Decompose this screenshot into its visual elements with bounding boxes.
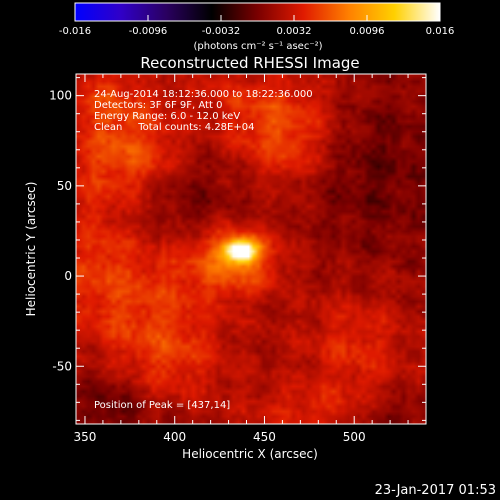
footer-timestamp: 23-Jan-2017 01:53 (375, 483, 496, 498)
annotation-block: 24-Aug-2014 18:12:36.000 to 18:22:36.000… (94, 89, 313, 133)
colorbar: -0.016 -0.0096 -0.0032 0.0032 0.0096 0.016 (p… (59, 2, 454, 52)
y-axis-label: Heliocentric Y (arcsec) (24, 182, 38, 317)
x-axis-label: Heliocentric X (arcsec) (182, 447, 318, 461)
chart-title: Reconstructed RHESSI Image (140, 54, 359, 72)
y-axis-tick-label: 0 (64, 269, 72, 283)
colorbar-tick-label: -0.0032 (202, 26, 241, 37)
y-axis-tick-label: 100 (49, 89, 72, 103)
plot-frame (75, 73, 427, 425)
annotation-clean-counts: Clean Total counts: 4.28E+04 (94, 122, 254, 133)
axis-ticks: 350 400 450 500 -50 0 50 100 (49, 74, 427, 444)
x-axis-tick-label: 350 (74, 430, 97, 444)
y-axis-tick-label: 50 (57, 179, 72, 193)
heatmap-image (76, 74, 426, 424)
x-axis-tick-label: 400 (163, 430, 186, 444)
colorbar-tick-label: -0.016 (59, 26, 91, 37)
colorbar-tick-label: 0.0032 (277, 26, 312, 37)
annotation-time-range: 24-Aug-2014 18:12:36.000 to 18:22:36.000 (94, 89, 313, 100)
colorbar-gradient (74, 2, 441, 22)
colorbar-tick-label: 0.016 (426, 26, 455, 37)
plot-area: 350 400 450 500 -50 0 50 100 (49, 73, 427, 444)
peak-position-label: Position of Peak = [437,14] (94, 400, 230, 411)
y-axis-tick-label: -50 (52, 359, 72, 373)
x-axis-tick-label: 450 (253, 430, 276, 444)
colorbar-unit-label: (photons cm⁻² s⁻¹ asec⁻²) (193, 41, 322, 52)
annotation-energy-range: Energy Range: 6.0 - 12.0 keV (94, 111, 240, 122)
colorbar-ticks: -0.016 -0.0096 -0.0032 0.0032 0.0096 0.016 (59, 15, 454, 37)
colorbar-tick-label: -0.0096 (129, 26, 168, 37)
x-axis-tick-label: 500 (343, 430, 366, 444)
colorbar-tick-label: 0.0096 (350, 26, 385, 37)
annotation-detectors: Detectors: 3F 6F 9F, Att 0 (94, 100, 222, 111)
